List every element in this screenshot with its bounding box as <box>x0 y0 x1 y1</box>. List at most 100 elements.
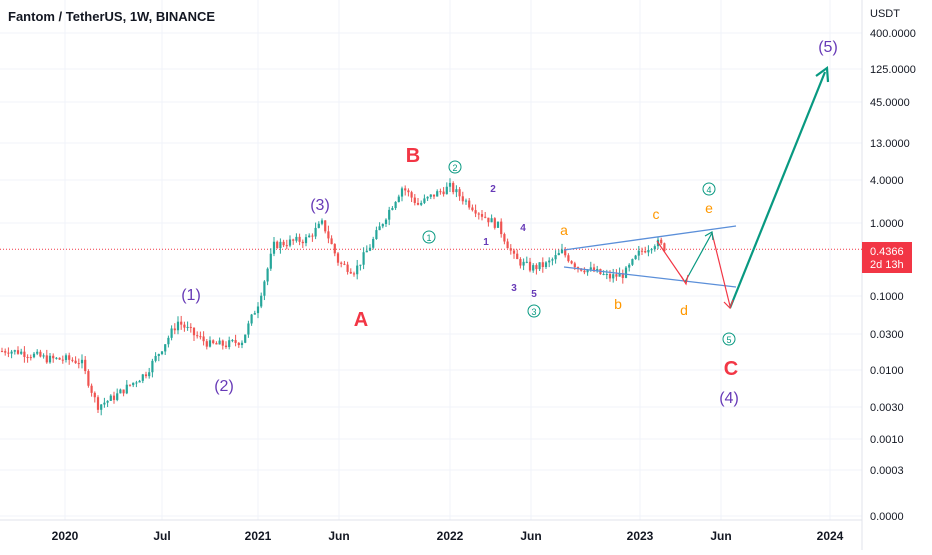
candle-body <box>180 321 183 325</box>
svg-text:3: 3 <box>531 307 536 317</box>
candle-body <box>269 253 272 269</box>
candle-body <box>288 239 292 246</box>
candle-body <box>90 385 93 393</box>
candle-body <box>128 384 132 386</box>
time-axis[interactable]: 2020 Jul 2021 Jun 2022 Jun 2023 Jun 2024 <box>52 529 844 543</box>
candle-body <box>567 255 570 262</box>
candle-body <box>32 353 36 358</box>
projection-wave-5-line[interactable] <box>728 71 827 309</box>
price-tick-label: 0.1000 <box>870 291 904 303</box>
candle-body <box>436 191 439 197</box>
candle-body <box>173 328 176 331</box>
candle-body <box>340 262 343 264</box>
candle-body <box>16 350 20 354</box>
currency-label: USDT <box>870 8 900 20</box>
price-tick-label: 0.0030 <box>870 402 904 414</box>
candle-body <box>240 342 244 346</box>
candle-body <box>570 261 573 264</box>
time-tick-label: 2022 <box>437 529 464 543</box>
candle-body <box>522 261 525 266</box>
arrow-head-wave5-icon <box>815 65 830 83</box>
candle-body <box>592 267 596 272</box>
candle-body <box>432 194 436 197</box>
candle-body <box>506 241 509 249</box>
projection-leg-c[interactable] <box>711 232 731 307</box>
candle-body <box>247 323 250 335</box>
candle-body <box>106 400 109 403</box>
candle-body <box>477 213 480 215</box>
label-A: A <box>354 309 368 331</box>
candle-body <box>605 274 608 276</box>
label-d: d <box>680 302 688 318</box>
candle-body <box>64 355 68 360</box>
candle-body <box>26 356 29 358</box>
candle-body <box>404 188 407 191</box>
candle-body <box>621 273 624 278</box>
candle-body <box>151 360 154 373</box>
time-tick-label: 2024 <box>817 529 844 543</box>
candle-body <box>285 245 288 247</box>
projection-leg-d[interactable] <box>656 240 686 283</box>
label-wave-2: (2) <box>214 378 234 395</box>
candle-body <box>647 250 650 253</box>
label-wave-5: (5) <box>818 39 838 56</box>
candle-body <box>237 342 240 346</box>
time-tick-label: Jun <box>328 529 349 543</box>
drawing-overlays[interactable] <box>563 65 830 310</box>
projection-leg-e[interactable] <box>684 232 713 283</box>
candle-body <box>557 253 560 256</box>
candle-body <box>208 340 212 347</box>
candle-body <box>480 214 484 217</box>
channel-upper-line[interactable] <box>563 225 737 251</box>
candle-body <box>260 295 263 307</box>
arrow-head-c-icon <box>723 299 734 310</box>
candle-body <box>512 250 516 254</box>
candle-body <box>320 220 324 224</box>
price-tick-label: 0.0010 <box>870 434 904 446</box>
price-tick-label: 13.0000 <box>870 138 910 150</box>
candle-body <box>615 274 618 277</box>
candle-body <box>413 197 416 203</box>
candle-body <box>544 262 548 268</box>
candle-body <box>391 208 394 210</box>
price-tick-label: 400.0000 <box>870 28 916 40</box>
label-b: b <box>614 296 622 312</box>
candle-body <box>263 281 266 296</box>
wave-labels: (1) (2) (3) (4) (5) A B C 2 1 4 3 5 1 2 … <box>181 39 838 407</box>
label-sub-4: 4 <box>520 223 526 234</box>
price-tick-label: 0.0000 <box>870 511 904 523</box>
candle-body <box>509 248 512 251</box>
candle-body <box>541 262 544 268</box>
candle-body <box>20 351 23 354</box>
price-tick-label: 125.0000 <box>870 64 916 76</box>
price-axis[interactable]: USDT 400.0000 125.0000 45.0000 13.0000 4.000… <box>870 8 916 523</box>
candle-body <box>314 227 317 237</box>
candle-body <box>250 314 253 324</box>
candle-body <box>266 268 269 282</box>
candle-body <box>573 263 576 268</box>
candle-body <box>154 355 157 361</box>
candle-body <box>324 220 327 232</box>
label-wave-4: (4) <box>719 390 739 407</box>
candle-body <box>135 382 138 384</box>
candle-body <box>397 196 400 202</box>
channel-lower-line[interactable] <box>563 266 737 288</box>
label-C: C <box>724 358 738 380</box>
candle-body <box>423 198 426 203</box>
candle-body <box>660 239 663 244</box>
candle-body <box>608 274 612 279</box>
candle-body <box>589 267 592 270</box>
time-tick-label: Jun <box>710 529 731 543</box>
candle-body <box>375 230 378 239</box>
candle-body <box>77 363 80 365</box>
candle-body <box>39 351 42 357</box>
arrow-head-d-icon <box>680 274 689 286</box>
candle-body <box>103 402 106 405</box>
candle-body <box>503 234 506 242</box>
candle-body <box>429 194 432 197</box>
candle-body <box>416 202 420 205</box>
candle-body <box>650 249 653 251</box>
candle-body <box>445 186 448 195</box>
